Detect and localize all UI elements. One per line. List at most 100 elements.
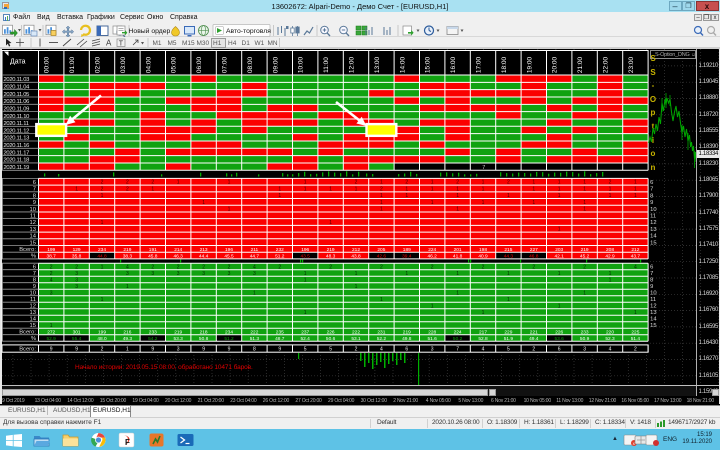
svg-text:1: 1 [583, 186, 586, 192]
svg-text:1: 1 [304, 271, 307, 277]
svg-text:1: 1 [355, 186, 358, 192]
svg-text:1: 1 [329, 186, 332, 192]
svg-text:20:00: 20:00 [552, 56, 559, 73]
svg-text:23:00: 23:00 [628, 56, 635, 73]
svg-text:1: 1 [278, 186, 281, 192]
svg-text:11: 11 [30, 214, 36, 220]
svg-text:9: 9 [33, 200, 36, 206]
svg-text:1: 1 [532, 200, 535, 206]
svg-text:4: 4 [50, 277, 53, 283]
svg-text:220: 220 [606, 329, 614, 335]
svg-text:13: 13 [30, 227, 36, 233]
svg-text:9: 9 [278, 347, 281, 353]
svg-text:219: 219 [403, 329, 411, 335]
svg-text:18:00: 18:00 [501, 56, 508, 73]
svg-text:1: 1 [380, 200, 383, 206]
svg-text:4: 4 [609, 347, 612, 353]
svg-text:229: 229 [504, 329, 512, 335]
svg-text:01:00: 01:00 [69, 56, 76, 73]
svg-text:12: 12 [30, 220, 36, 226]
svg-text:06:00: 06:00 [196, 56, 203, 73]
svg-text:237: 237 [301, 329, 309, 335]
svg-text:10: 10 [650, 207, 656, 213]
svg-text:219: 219 [327, 247, 335, 253]
svg-text:1: 1 [355, 284, 358, 290]
svg-text:1: 1 [558, 227, 561, 233]
svg-text:A: A [106, 39, 112, 48]
svg-text:00:00: 00:00 [44, 56, 51, 73]
svg-text:53.1: 53.1 [351, 336, 361, 342]
svg-text:2: 2 [329, 264, 332, 270]
svg-text:9: 9 [650, 284, 653, 290]
svg-text:6: 6 [33, 180, 36, 186]
svg-text:1: 1 [304, 180, 307, 186]
svg-text:1: 1 [482, 180, 485, 186]
svg-text:2: 2 [50, 271, 53, 277]
svg-text:5: 5 [304, 347, 307, 353]
svg-text:2: 2 [609, 180, 612, 186]
svg-text:199: 199 [47, 247, 55, 253]
svg-text:3: 3 [177, 347, 180, 353]
svg-text:48.0: 48.0 [97, 336, 107, 342]
svg-text:9: 9 [75, 347, 78, 353]
svg-text:52.3: 52.3 [605, 336, 615, 342]
svg-text:11: 11 [650, 297, 656, 303]
svg-text:1: 1 [456, 186, 459, 192]
svg-text:4: 4 [380, 347, 383, 353]
svg-text:1: 1 [380, 207, 383, 213]
svg-text:43.8: 43.8 [351, 254, 361, 260]
svg-text:1: 1 [609, 186, 612, 192]
svg-text:2: 2 [101, 347, 104, 353]
svg-text:14:00: 14:00 [399, 56, 406, 73]
svg-text:46.2: 46.2 [428, 254, 438, 260]
svg-text:46.3: 46.3 [174, 254, 184, 260]
svg-text:15:00: 15:00 [425, 56, 432, 73]
svg-text:2020.11.18: 2020.11.18 [4, 158, 30, 164]
svg-text:3: 3 [177, 271, 180, 277]
svg-text:1: 1 [482, 186, 485, 192]
svg-text:196: 196 [225, 247, 233, 253]
svg-text:44.3: 44.3 [504, 254, 514, 260]
svg-text:45.5: 45.5 [224, 254, 234, 260]
svg-text:235: 235 [276, 329, 284, 335]
svg-text:1: 1 [634, 186, 637, 192]
svg-text:2020.11.19: 2020.11.19 [4, 165, 30, 171]
svg-text:9: 9 [228, 347, 231, 353]
svg-text:10: 10 [30, 291, 36, 297]
svg-text:1: 1 [456, 193, 459, 199]
svg-text:272: 272 [47, 329, 55, 335]
svg-text:%: % [31, 336, 36, 342]
svg-text:1: 1 [482, 200, 485, 206]
svg-text:2: 2 [355, 347, 358, 353]
svg-text:215: 215 [504, 247, 512, 253]
svg-text:199: 199 [98, 329, 106, 335]
svg-text:09:00: 09:00 [272, 56, 279, 73]
svg-text:F: F [125, 438, 130, 447]
svg-text:221: 221 [530, 329, 538, 335]
svg-text:219: 219 [123, 247, 131, 253]
svg-text:8: 8 [650, 278, 653, 284]
svg-text:49.3: 49.3 [123, 336, 133, 342]
svg-text:218: 218 [200, 329, 208, 335]
svg-text:2020.11.16: 2020.11.16 [4, 143, 30, 149]
svg-text:2: 2 [228, 264, 231, 270]
svg-text:1: 1 [431, 180, 434, 186]
svg-text:52.4: 52.4 [301, 336, 311, 342]
svg-text:2: 2 [532, 347, 535, 353]
svg-text:1: 1 [202, 200, 205, 206]
svg-text:1: 1 [634, 180, 637, 186]
svg-text:1: 1 [583, 207, 586, 213]
svg-text:1: 1 [380, 180, 383, 186]
svg-text:2: 2 [278, 264, 281, 270]
svg-text:50.8: 50.8 [199, 336, 209, 342]
svg-text:203: 203 [555, 247, 563, 253]
svg-text:224: 224 [428, 247, 436, 253]
svg-text:1: 1 [431, 303, 434, 309]
svg-text:07:00: 07:00 [222, 56, 229, 73]
svg-text:234: 234 [98, 247, 106, 253]
svg-text:1: 1 [558, 271, 561, 277]
svg-text:1: 1 [532, 180, 535, 186]
svg-text:53.6: 53.6 [555, 336, 565, 342]
svg-text:1: 1 [151, 186, 154, 192]
svg-text:05:00: 05:00 [171, 56, 178, 73]
